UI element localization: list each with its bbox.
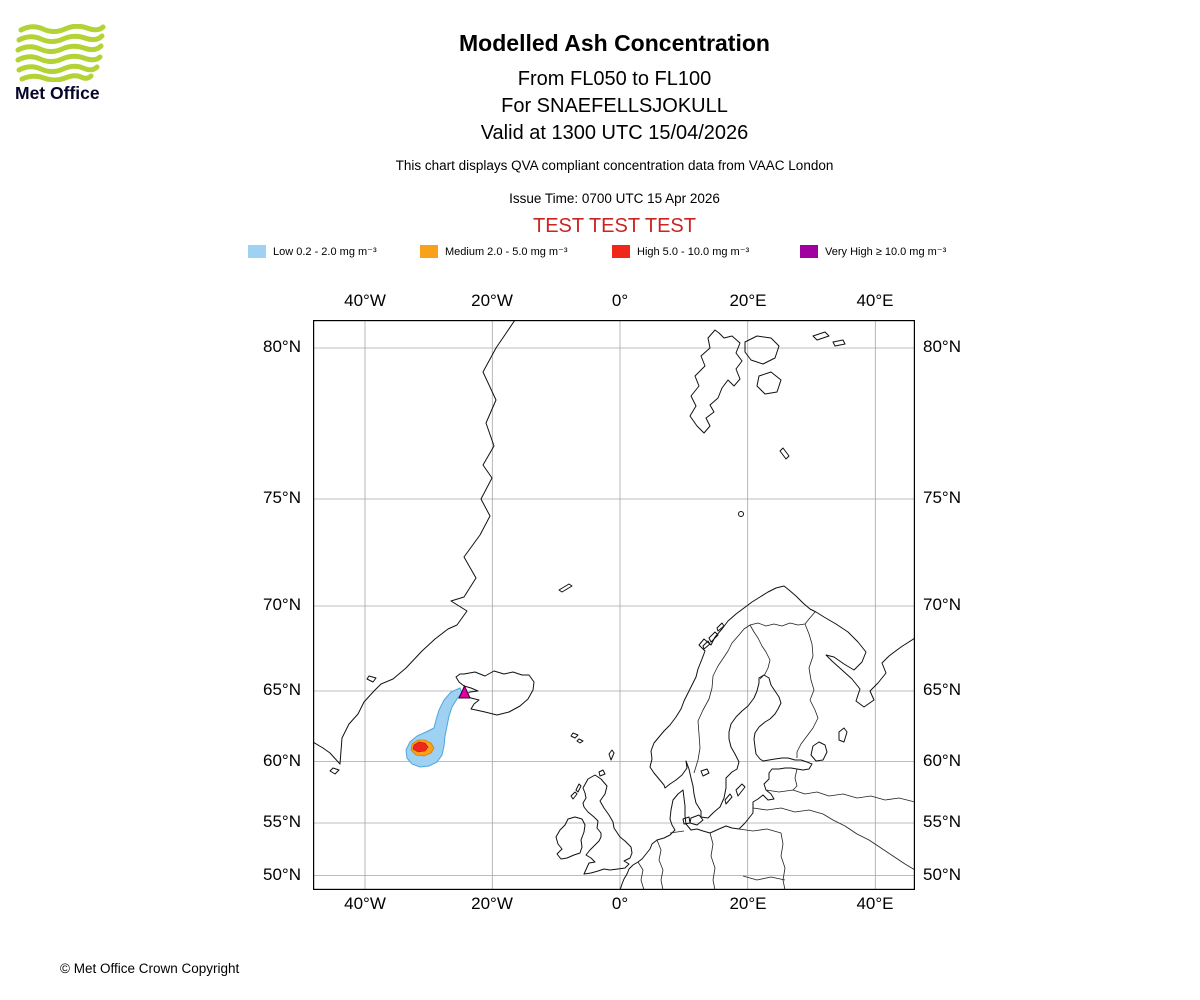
lat-label-right-80n: 80°N (923, 337, 961, 356)
lon-label-bottom-20w: 20°W (471, 894, 513, 913)
coastline-scandinavia (619, 585, 915, 890)
test-banner: TEST TEST TEST (532, 215, 696, 237)
legend-item-high: High 5.0 - 10.0 mg m⁻³ (612, 245, 749, 258)
subtitle-flight-levels: From FL050 to FL100 (517, 68, 712, 90)
ash-plume-high (412, 741, 429, 753)
legend-item-medium: Medium 2.0 - 5.0 mg m⁻³ (420, 245, 568, 258)
page-title: Modelled Ash Concentration (459, 30, 770, 56)
lat-label-left-65n: 65°N (263, 680, 301, 699)
lat-label-left-55n: 55°N (263, 812, 301, 831)
volcano-marker-icon (458, 684, 471, 699)
coastline-great-britain (582, 774, 633, 875)
lat-label-left-50n: 50°N (263, 865, 301, 884)
ash-concentration-map (313, 320, 915, 890)
lon-label-top-40w: 40°W (344, 291, 386, 310)
legend-swatch-medium (420, 245, 438, 258)
lon-label-top-20e: 20°E (729, 291, 767, 310)
met-office-logo: Met Office (15, 24, 111, 104)
legend-item-low: Low 0.2 - 2.0 mg m⁻³ (248, 245, 377, 258)
legend-swatch-high (612, 245, 630, 258)
lat-label-right-55n: 55°N (923, 812, 961, 831)
lon-label-top-40e: 40°E (856, 291, 894, 310)
coastline-ireland (555, 816, 586, 860)
coastline-iceland (455, 670, 535, 716)
ash-plume (405, 687, 463, 768)
map-frame (313, 320, 915, 890)
lat-label-right-65n: 65°N (923, 680, 961, 699)
subtitle-valid-time: Valid at 1300 UTC 15/04/2026 (480, 122, 749, 144)
coastline-greenland (313, 320, 516, 765)
lat-label-right-50n: 50°N (923, 865, 961, 884)
qva-description: This chart displays QVA compliant concen… (395, 158, 834, 173)
graticule (313, 320, 915, 890)
title-block: Modelled Ash Concentration From FL050 to… (0, 30, 1200, 147)
lat-label-left-80n: 80°N (263, 337, 301, 356)
met-office-waves-icon (15, 24, 106, 82)
lon-label-bottom-40w: 40°W (344, 894, 386, 913)
lon-label-bottom-0: 0° (611, 894, 629, 913)
lat-label-left-70n: 70°N (263, 595, 301, 614)
lon-label-bottom-40e: 40°E (856, 894, 894, 913)
lat-label-right-75n: 75°N (923, 488, 961, 507)
ash-plume-low (405, 687, 463, 768)
lat-label-right-60n: 60°N (923, 751, 961, 770)
legend-label-very-high: Very High ≥ 10.0 mg m⁻³ (825, 246, 947, 258)
lat-label-left-60n: 60°N (263, 751, 301, 770)
met-office-logo-text: Met Office (15, 83, 100, 103)
legend-swatch-low (248, 245, 266, 258)
country-borders (637, 611, 915, 890)
legend-swatch-very-high (800, 245, 818, 258)
lon-label-top-20w: 20°W (471, 291, 513, 310)
legend-label-low: Low 0.2 - 2.0 mg m⁻³ (273, 246, 377, 258)
legend-label-medium: Medium 2.0 - 5.0 mg m⁻³ (445, 246, 568, 258)
lon-label-bottom-20e: 20°E (729, 894, 767, 913)
subtitle-volcano: For SNAEFELLSJOKULL (501, 95, 728, 117)
copyright-notice: © Met Office Crown Copyright (60, 961, 240, 976)
lat-label-left-75n: 75°N (263, 488, 301, 507)
legend-item-very-high: Very High ≥ 10.0 mg m⁻³ (800, 245, 946, 258)
coastlines (313, 320, 915, 890)
issue-time: Issue Time: 0700 UTC 15 Apr 2026 (509, 191, 720, 206)
coastline-svalbard (689, 329, 743, 434)
lon-label-top-0: 0° (611, 291, 629, 310)
legend-label-high: High 5.0 - 10.0 mg m⁻³ (637, 246, 750, 258)
lat-label-right-70n: 70°N (923, 595, 961, 614)
